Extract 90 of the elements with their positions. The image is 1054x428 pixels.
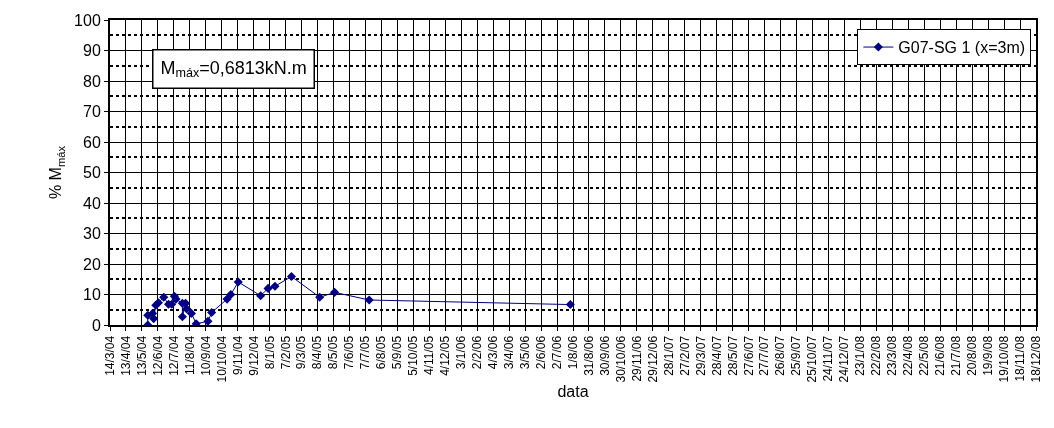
x-tick-label: 23/1/08 <box>853 335 868 376</box>
y-tick-label: 90 <box>83 42 101 60</box>
x-tick-label: 21/7/08 <box>949 335 964 376</box>
x-tick-label: 5/10/05 <box>406 335 421 376</box>
point <box>186 308 196 318</box>
point <box>315 292 325 302</box>
y-tick-label: 70 <box>83 103 101 121</box>
point <box>270 281 280 291</box>
x-tick-label: 30/9/06 <box>597 335 612 376</box>
x-tick-label: 8/4/05 <box>310 335 325 370</box>
x-tick-label: 22/5/08 <box>917 335 932 376</box>
x-tick-label: 7/7/05 <box>358 335 373 370</box>
x-tick-label: 13/5/04 <box>134 335 149 376</box>
x-tick-label: 10/10/04 <box>214 335 229 383</box>
x-tick-label: 4/11/05 <box>422 335 437 375</box>
point <box>177 312 187 322</box>
x-tick-label: 3/5/06 <box>518 335 532 370</box>
y-tick-label: 40 <box>83 194 101 212</box>
x-tick-label: 30/10/06 <box>613 335 628 383</box>
y-tick-label: 20 <box>83 255 101 273</box>
x-tick-label: 19/10/08 <box>996 335 1011 383</box>
x-tick-label: 9/12/04 <box>246 335 261 376</box>
x-tick-label: 12/6/04 <box>150 335 165 376</box>
x-tick-label: 23/3/08 <box>885 335 900 376</box>
x-tick-label: 27/7/07 <box>757 335 772 376</box>
x-tick-label: 1/8/06 <box>565 335 580 370</box>
legend-label: G07-SG 1 (x=3m) <box>898 39 1026 57</box>
x-tick-label: 21/6/08 <box>933 335 948 376</box>
y-tick-label: 10 <box>83 286 101 304</box>
x-tick-label: 3/1/06 <box>454 335 469 370</box>
point <box>364 295 374 305</box>
point <box>263 283 273 293</box>
point <box>149 314 159 324</box>
x-tick-label: 7/2/05 <box>278 335 293 370</box>
x-tick-label: 8/5/05 <box>326 335 341 370</box>
x-tick-label: 9/3/05 <box>294 335 309 370</box>
x-tick-label: 25/9/07 <box>789 335 804 376</box>
x-tick-label: 24/11/07 <box>821 335 836 382</box>
x-tick-label: 14/3/04 <box>102 335 117 376</box>
x-tick-label: 3/4/06 <box>502 335 517 370</box>
x-tick-label: 4/3/06 <box>486 335 501 370</box>
x-tick-label: 18/11/08 <box>1012 335 1027 382</box>
x-tick-label: 26/8/07 <box>773 335 788 376</box>
x-tick-label: 13/4/04 <box>118 335 133 376</box>
x-tick-label: 24/12/07 <box>837 335 852 383</box>
x-tick-label: 28/1/07 <box>661 335 676 376</box>
y-tick-label: 60 <box>83 133 101 151</box>
x-tick-label: 12/7/04 <box>166 335 181 376</box>
x-tick-label: 5/9/05 <box>390 335 405 370</box>
annotation: M$_{máx}$=0,6813kN.m <box>160 57 307 81</box>
x-tick-label: 6/8/05 <box>374 335 389 370</box>
x-tick-label: 20/8/08 <box>965 335 980 376</box>
x-tick-label: 2/7/06 <box>549 335 564 370</box>
point <box>256 291 266 301</box>
x-tick-label: 29/3/07 <box>693 335 708 376</box>
x-tick-label: 4/12/05 <box>438 335 453 376</box>
x-tick-label: 7/6/05 <box>342 335 357 370</box>
x-tick-label: 8/1/05 <box>262 335 277 370</box>
x-tick-label: 22/2/08 <box>869 335 884 376</box>
x-tick-label: 19/9/08 <box>981 335 995 376</box>
y-tick-label: 30 <box>83 225 101 243</box>
y-tick-label: 100 <box>74 11 101 29</box>
x-tick-label: 29/12/06 <box>645 335 660 383</box>
point <box>565 300 575 310</box>
x-tick-label: 27/6/07 <box>741 335 756 376</box>
x-tick-label: 28/4/07 <box>709 335 724 376</box>
x-tick-label: 9/11/04 <box>230 335 245 375</box>
x-tick-label: 2/2/06 <box>470 335 485 370</box>
x-tick-label: 25/10/07 <box>805 335 820 383</box>
point <box>159 292 169 302</box>
point <box>182 304 192 314</box>
x-tick-label: 22/4/08 <box>901 335 916 376</box>
point <box>330 287 340 297</box>
point <box>286 271 297 282</box>
point <box>203 316 213 325</box>
x-tick-label: 10/9/04 <box>198 335 213 376</box>
x-tick-label: 27/2/07 <box>677 335 692 376</box>
y-tick-label: 80 <box>83 72 101 90</box>
x-axis-title: data <box>557 382 589 400</box>
x-tick-label: 11/8/04 <box>182 335 197 375</box>
y-tick-label: 50 <box>83 164 101 182</box>
x-tick-label: 28/5/07 <box>725 335 740 376</box>
y-tick-label: 0 <box>91 316 101 334</box>
point <box>233 277 243 287</box>
point <box>207 307 217 318</box>
x-tick-label: 31/8/06 <box>581 335 596 376</box>
x-tick-label: 2/6/06 <box>533 335 548 370</box>
point <box>226 289 236 300</box>
x-tick-label: 18/12/08 <box>1028 335 1043 383</box>
x-tick-label: 29/11/06 <box>629 335 644 382</box>
